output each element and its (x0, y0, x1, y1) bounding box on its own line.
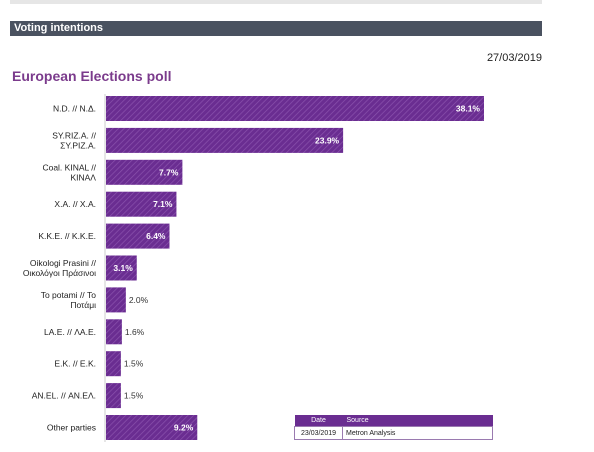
bar (106, 96, 484, 121)
bar (106, 223, 170, 249)
value-label: 38.1% (456, 104, 481, 114)
value-label: 1.6% (125, 327, 145, 337)
poll-title: European Elections poll (12, 68, 172, 84)
table-row: 23/03/2019 Metron Analysis (294, 426, 493, 440)
source-name: Metron Analysis (342, 426, 493, 440)
category-label: Oikologi Prasini //Οικολόγοι Πράσινοι (23, 258, 97, 278)
category-label: N.D. // Ν.Δ. (53, 104, 96, 114)
category-label: K.K.E. // Κ.Κ.Ε. (38, 231, 96, 241)
bar (106, 255, 137, 281)
section-title: Voting intentions (14, 22, 104, 34)
value-label: 23.9% (315, 135, 340, 145)
category-label: LA.E. // ΛΑ.Ε. (44, 327, 96, 337)
value-label: 7.7% (159, 167, 179, 177)
value-label: 7.1% (153, 199, 173, 209)
value-label: 1.5% (124, 359, 144, 369)
value-label: 6.4% (146, 231, 166, 241)
category-label: To potami // Το Ποτάμι (41, 290, 97, 310)
category-label: Other parties (47, 423, 96, 433)
source-column-header: Source (342, 415, 493, 427)
bar-chart: N.D. // Ν.Δ. 38.1% SY.RIZ.A. //ΣΥ.ΡΙΖ.Α. 23… (23, 94, 484, 442)
category-label: AN.EL. // ΑΝ.ΕΛ. (32, 391, 96, 401)
report-date: 27/03/2019 (486, 52, 542, 64)
bar (106, 319, 122, 345)
value-label: 1.5% (124, 391, 144, 401)
bar (106, 191, 177, 217)
source-table-header: Date Source (294, 415, 493, 427)
bar (106, 351, 121, 377)
bar (106, 383, 121, 409)
value-label: 2.0% (129, 295, 149, 305)
category-label: SY.RIZ.A. //ΣΥ.ΡΙΖ.Α. (52, 130, 96, 150)
bar (106, 127, 344, 153)
category-label: Coal. KINAL //ΚΙΝΑΛ (42, 162, 96, 182)
bar (106, 159, 183, 185)
category-label: X.A. // Χ.Α. (54, 199, 96, 209)
source-date: 23/03/2019 (294, 426, 343, 440)
bar (106, 287, 126, 313)
section-header-bar: Voting intentions (10, 21, 542, 36)
value-label: 9.2% (174, 423, 194, 433)
date-column-header: Date (294, 415, 343, 427)
top-divider (10, 0, 542, 4)
value-label: 3.1% (113, 263, 133, 273)
category-label: E.K. // Ε.Κ. (54, 359, 96, 369)
source-table: Date Source 23/03/2019 Metron Analysis (294, 415, 493, 440)
bar (106, 415, 198, 440)
